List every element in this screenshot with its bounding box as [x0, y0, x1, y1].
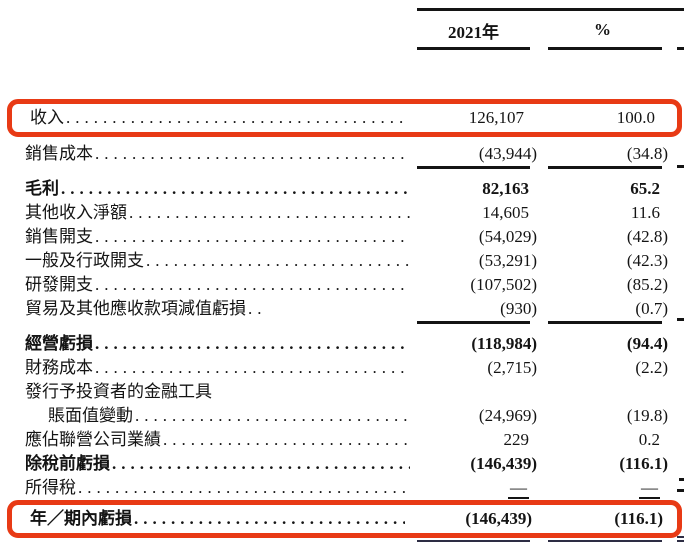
highlight-box: 年／期內虧損..................................… — [7, 500, 682, 538]
dot-leader: ........................................… — [95, 334, 410, 353]
table-row: 經營虧損....................................… — [25, 332, 668, 356]
dot-leader: ........................................… — [134, 509, 405, 528]
table-row: 銷售成本....................................… — [25, 142, 668, 166]
value-2021: 229 — [503, 430, 530, 449]
value-2021: — — [508, 478, 529, 499]
value-2021: 82,163 — [482, 179, 529, 198]
header-underline — [25, 47, 668, 50]
table-row: 毛利......................................… — [25, 177, 668, 201]
value-percent: (34.8) — [626, 144, 668, 163]
row-label: 經營虧損 — [25, 334, 93, 353]
value-2021: (54,029) — [478, 227, 537, 246]
value-percent: 11.6 — [630, 203, 660, 222]
table-body: 收入......................................… — [7, 99, 682, 543]
table-row: 賬面值變動...................................… — [25, 404, 668, 428]
table-row: 除稅前虧損...................................… — [25, 452, 668, 476]
row-label: 研發開支 — [25, 275, 93, 294]
value-2021: (146,439) — [465, 509, 532, 528]
column-rule — [25, 166, 668, 169]
value-percent: 65.2 — [630, 179, 660, 198]
value-2021: (146,439) — [470, 454, 537, 473]
dot-leader: ........................................… — [95, 358, 410, 377]
value-percent: (42.8) — [626, 227, 668, 246]
dot-leader: .. — [248, 299, 267, 318]
row-label: 貿易及其他應收款項減值虧損 — [25, 299, 246, 318]
row-label: 銷售開支 — [25, 227, 93, 246]
value-2021: (930) — [500, 299, 537, 318]
row-label: 財務成本 — [25, 358, 93, 377]
row-label: 發行予投資者的金融工具 — [25, 382, 212, 401]
table-row: 財務成本....................................… — [25, 356, 668, 380]
value-2021 — [410, 380, 537, 404]
value-percent: (94.4) — [626, 334, 668, 353]
table-row: 發行予投資者的金融工具 — [25, 380, 668, 404]
row-label: 應佔聯營公司業績 — [25, 430, 161, 449]
value-percent: 100.0 — [616, 108, 655, 127]
value-percent — [537, 380, 668, 404]
row-label: 賬面值變動 — [48, 406, 133, 425]
value-2021: 14,605 — [482, 203, 529, 222]
table-row: 貿易及其他應收款項減值虧損.. (930) (0.7) — [25, 297, 668, 321]
dot-leader: ........................................… — [146, 251, 410, 270]
value-percent: (19.8) — [626, 406, 668, 425]
column-header-2021: 2021年 — [448, 22, 499, 42]
dot-leader: ........................................… — [95, 144, 410, 163]
value-percent: — — [639, 478, 660, 499]
table-row: 收入......................................… — [30, 106, 663, 130]
dot-leader: ........................................… — [135, 406, 410, 425]
dot-leader: ........................................… — [66, 108, 405, 127]
row-label: 其他收入淨額 — [25, 203, 127, 222]
table-row: 所得稅.....................................… — [25, 476, 668, 500]
value-2021: (2,715) — [487, 358, 537, 377]
dot-leader: ........................................… — [61, 179, 410, 198]
value-2021: 126,107 — [468, 108, 524, 127]
table-row: 銷售開支....................................… — [25, 225, 668, 249]
value-2021: (107,502) — [470, 275, 537, 294]
dot-leader: ........................................… — [129, 203, 410, 222]
row-label: 所得稅 — [25, 478, 76, 497]
table-header: 2021年 % — [25, 8, 684, 50]
value-2021: (43,944) — [478, 144, 537, 163]
row-label: 一般及行政開支 — [25, 251, 144, 270]
row-label: 銷售成本 — [25, 144, 93, 163]
row-label: 毛利 — [25, 179, 59, 198]
table-row: 研發開支....................................… — [25, 273, 668, 297]
value-2021: (53,291) — [478, 251, 537, 270]
dot-leader — [212, 380, 410, 404]
dot-leader: ........................................… — [95, 275, 410, 294]
dot-leader: ........................................… — [78, 478, 410, 497]
row-label: 收入 — [30, 108, 64, 127]
value-2021: (24,969) — [478, 406, 537, 425]
dot-leader: ........................................… — [163, 430, 410, 449]
table-row: 一般及行政開支.................................… — [25, 249, 668, 273]
table-row: 年／期內虧損..................................… — [30, 507, 663, 531]
column-header-percent: % — [594, 20, 611, 39]
table-top-rule — [417, 8, 684, 11]
value-percent: (116.1) — [614, 509, 663, 528]
dot-leader: ........................................… — [95, 227, 410, 246]
table-row: 應佔聯營公司業績................................… — [25, 428, 668, 452]
row-label: 除稅前虧損 — [25, 454, 110, 473]
row-label: 年／期內虧損 — [30, 509, 132, 528]
column-rule — [25, 321, 668, 324]
total-double-rule — [25, 540, 668, 543]
table-row: 其他收入淨額..................................… — [25, 201, 668, 225]
value-percent: (2.2) — [635, 358, 668, 377]
value-percent: (85.2) — [626, 275, 668, 294]
highlight-box: 收入......................................… — [7, 99, 682, 137]
dot-leader: ........................................… — [112, 454, 410, 473]
value-percent: (116.1) — [619, 454, 668, 473]
value-2021: (118,984) — [471, 334, 537, 353]
value-percent: (0.7) — [635, 299, 668, 318]
value-percent: (42.3) — [626, 251, 668, 270]
value-percent: 0.2 — [638, 430, 660, 449]
